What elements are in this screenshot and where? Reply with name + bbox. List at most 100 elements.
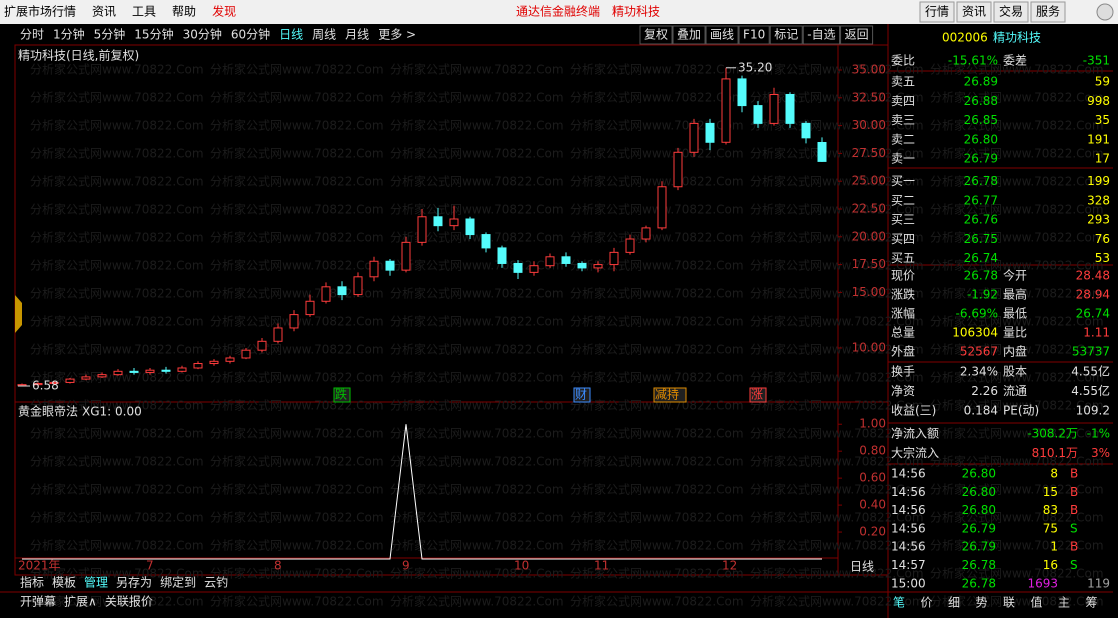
tool-button-frame[interactable] — [802, 25, 841, 45]
status-item[interactable]: 扩展∧ — [64, 595, 97, 609]
chart-title: 精功科技(日线,前复权) — [18, 48, 139, 63]
watermark: 分析家公式网www.70822.Com — [390, 510, 564, 525]
menu-item[interactable]: 工具 — [132, 5, 156, 19]
tool-button[interactable]: 画线 — [710, 28, 734, 42]
tool-button-frame[interactable] — [639, 25, 673, 45]
tick-side: B — [1070, 485, 1078, 499]
watermark: 分析家公式网www.70822.Com — [570, 230, 744, 245]
panel-tab[interactable]: 笔 — [893, 595, 905, 610]
panel-tab[interactable]: 联 — [1003, 596, 1015, 610]
watermark: 分析家公式网www.70822.Com — [570, 454, 744, 469]
panel-tab[interactable]: 价 — [920, 596, 932, 610]
order-volume: 191 — [1087, 132, 1110, 146]
tool-button[interactable]: 返回 — [845, 28, 869, 42]
watermark: 分析家公式网www.70822.Com — [750, 146, 924, 161]
event-marker[interactable]: 跌 — [335, 387, 347, 402]
tool-button[interactable]: -自选 — [807, 28, 835, 42]
finance-label: 净资 — [891, 384, 915, 398]
panel-tab[interactable]: 势 — [975, 596, 987, 610]
bottom-tab[interactable]: 云钓 — [204, 576, 228, 590]
order-label: 买四 — [891, 232, 915, 246]
tool-button[interactable]: 叠加 — [677, 28, 701, 42]
menu-item[interactable]: 帮助 — [172, 5, 196, 19]
tool-button-frame[interactable] — [769, 25, 803, 45]
tick-volume: 1 — [1050, 540, 1058, 554]
menu-button[interactable] — [1030, 1, 1066, 23]
period-tab[interactable]: 30分钟 — [183, 27, 222, 42]
period-tab[interactable]: 60分钟 — [231, 27, 270, 42]
watermark: 分析家公式网www.70822.Com — [750, 314, 924, 329]
panel-tab[interactable]: 筹 — [1085, 596, 1097, 610]
period-tab[interactable]: 更多 > — [378, 28, 416, 42]
menu-button[interactable] — [919, 1, 955, 23]
period-tab[interactable]: 1分钟 — [53, 27, 85, 42]
tool-button-frame[interactable] — [738, 25, 770, 45]
event-marker[interactable]: 财 — [575, 388, 587, 402]
watermark: 分析家公式网www.70822.Com — [30, 258, 204, 273]
watermark: 分析家公式网www.70822.Com — [390, 426, 564, 441]
watermark: 分析家公式网www.70822.Com — [30, 566, 204, 581]
event-marker[interactable]: 减持 — [655, 387, 679, 402]
order-label: 买五 — [891, 251, 915, 265]
tool-button-frame[interactable] — [672, 25, 706, 45]
side-tab[interactable] — [15, 295, 22, 333]
watermark: 分析家公式网www.70822.Com — [570, 370, 744, 385]
period-tab[interactable]: 月线 — [345, 28, 369, 42]
candle-body — [561, 256, 571, 264]
bottom-tab[interactable]: 另存为 — [116, 576, 152, 590]
bottom-tab[interactable]: 指标 — [20, 575, 44, 590]
period-tab[interactable]: 日线 — [279, 28, 303, 42]
tick-price: 26.80 — [962, 467, 996, 481]
watermark: 分析家公式网www.70822.Com — [750, 370, 924, 385]
event-marker[interactable]: 涨 — [751, 387, 763, 402]
tool-button[interactable]: 复权 — [644, 28, 668, 42]
candle-body — [801, 122, 811, 139]
watermark: 分析家公式网www.70822.Com — [210, 62, 384, 77]
candle-body — [33, 383, 43, 386]
tool-button[interactable]: F10 — [743, 28, 765, 42]
order-label: 买一 — [891, 174, 915, 188]
menu-button-label[interactable]: 行情 — [925, 5, 949, 19]
y-tick-label: 32.50 — [852, 90, 886, 104]
bottom-tab[interactable]: 绑定到 — [160, 575, 196, 590]
period-tab[interactable]: 5分钟 — [94, 27, 126, 42]
panel-tab[interactable]: 细 — [948, 596, 960, 610]
tool-button-frame[interactable] — [840, 25, 874, 45]
candle-body — [113, 370, 123, 376]
menu-button-label[interactable]: 资讯 — [962, 5, 986, 19]
period-label[interactable]: 日线 — [850, 560, 874, 574]
menu-button-label[interactable]: 服务 — [1036, 4, 1060, 19]
menu-button[interactable] — [956, 1, 992, 23]
bottom-tab[interactable]: 管理 — [84, 575, 108, 590]
label: 委差 — [1003, 54, 1027, 68]
x-tick-label: 7 — [146, 559, 154, 573]
period-tab[interactable]: 15分钟 — [134, 27, 173, 42]
menu-button[interactable] — [993, 1, 1029, 23]
watermark: 分析家公式网www.70822.Com — [210, 426, 384, 441]
tick-price: 26.80 — [962, 485, 996, 499]
close-button[interactable] — [1096, 3, 1114, 21]
menu-item[interactable]: 资讯 — [92, 5, 116, 19]
menu-item[interactable]: 扩展市场行情 — [4, 4, 76, 19]
watermark: 分析家公式网www.70822.Com — [750, 230, 924, 245]
tool-button[interactable]: 标记 — [774, 28, 798, 42]
status-item[interactable]: 开弹幕 — [20, 595, 56, 609]
panel-tab[interactable]: 值 — [1030, 595, 1042, 610]
tick-time: 14:57 — [891, 558, 926, 572]
watermark: 分析家公式网www.70822.Com — [570, 286, 744, 301]
bottom-tab[interactable]: 模板 — [52, 576, 76, 590]
period-tab[interactable]: 周线 — [312, 28, 336, 42]
panel-tab[interactable]: 主 — [1058, 596, 1070, 610]
watermark: 分析家公式网www.70822.Com — [570, 314, 744, 329]
menu-button-label[interactable]: 交易 — [999, 4, 1023, 19]
menu-item[interactable]: 发现 — [212, 4, 236, 19]
period-tab[interactable]: 分时 — [20, 28, 44, 42]
tool-button-frame[interactable] — [705, 25, 739, 45]
tick-price: 26.78 — [962, 558, 996, 572]
y-tick-label: 0.80 — [859, 444, 886, 458]
y-tick-label: 17.50 — [852, 257, 886, 271]
candle-body — [593, 264, 603, 269]
status-item[interactable]: 关联报价 — [105, 594, 153, 609]
candle-body — [641, 227, 651, 240]
order-volume: 998 — [1087, 94, 1110, 108]
